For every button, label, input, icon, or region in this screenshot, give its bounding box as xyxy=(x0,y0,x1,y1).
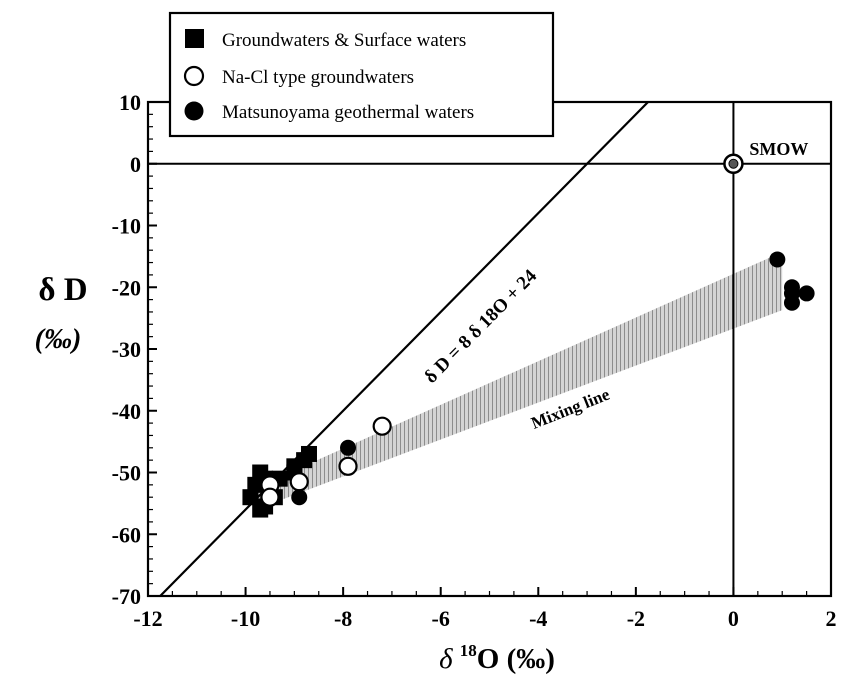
x-tick-label: -2 xyxy=(627,606,645,631)
point-nacl-groundwater xyxy=(338,456,358,476)
meteoric-water-line xyxy=(159,102,649,596)
y-tick-label: -70 xyxy=(112,584,141,609)
legend-box xyxy=(168,11,555,138)
point-geothermal xyxy=(291,489,308,506)
y-tick-label: -40 xyxy=(112,399,141,424)
x-tick-label: -8 xyxy=(334,606,352,631)
legend-label: Matsunoyama geothermal waters xyxy=(222,102,474,123)
x-axis-title-sup: 18 xyxy=(460,641,477,660)
legend-marker-open-circle xyxy=(183,65,205,87)
legend-marker-square xyxy=(185,29,204,48)
point-groundwater-surface xyxy=(247,476,264,493)
x-axis-title-main: O (‰) xyxy=(477,643,555,675)
point-geothermal xyxy=(340,439,357,456)
mixing-band xyxy=(255,252,783,510)
plot-frame xyxy=(146,100,833,598)
x-axis-title: δ 18O (‰) xyxy=(439,641,555,675)
point-nacl-groundwater xyxy=(260,487,280,507)
point-geothermal xyxy=(783,294,800,311)
y-tick-label: -30 xyxy=(112,337,141,362)
x-tick-label: 0 xyxy=(728,606,739,631)
y-tick-label: -50 xyxy=(112,461,141,486)
axes: 100-10-20-30-40-50-60-70-12 -10 -8 -6 -4 -2 0 2… xyxy=(35,90,837,675)
legend-marker-filled-circle xyxy=(184,101,204,121)
point-groundwater-surface xyxy=(300,445,317,462)
y-axis-title: δ D xyxy=(38,272,87,308)
point-geothermal xyxy=(769,251,786,268)
legend-label: Na-Cl type groundwaters xyxy=(222,67,414,88)
smow-marker-center xyxy=(728,158,739,169)
x-tick-label: -12 xyxy=(133,606,162,631)
x-tick-label: -10 xyxy=(231,606,260,631)
point-groundwater-surface xyxy=(242,489,259,506)
data-points: SMOW xyxy=(242,139,815,518)
point-groundwater-surface xyxy=(252,501,269,518)
x-axis-title-prefix: δ xyxy=(439,643,460,675)
point-nacl-groundwater xyxy=(289,472,309,492)
y-tick-label: -20 xyxy=(112,275,141,300)
y-tick-label: -60 xyxy=(112,522,141,547)
y-tick-label: 0 xyxy=(130,152,141,177)
x-tick-label: -4 xyxy=(529,606,547,631)
x-tick-label: -6 xyxy=(432,606,450,631)
point-geothermal xyxy=(798,285,815,302)
y-tick-label: -10 xyxy=(112,214,141,239)
x-tick-label: 2 xyxy=(826,606,837,631)
point-nacl-groundwater xyxy=(372,416,392,436)
legend: Groundwaters & Surface waters Na-Cl type … xyxy=(168,11,555,138)
y-axis-unit: (‰) xyxy=(35,324,82,355)
legend-label: Groundwaters & Surface waters xyxy=(222,30,466,51)
y-tick-label: 10 xyxy=(119,90,141,115)
smow-label: SMOW xyxy=(749,139,808,159)
